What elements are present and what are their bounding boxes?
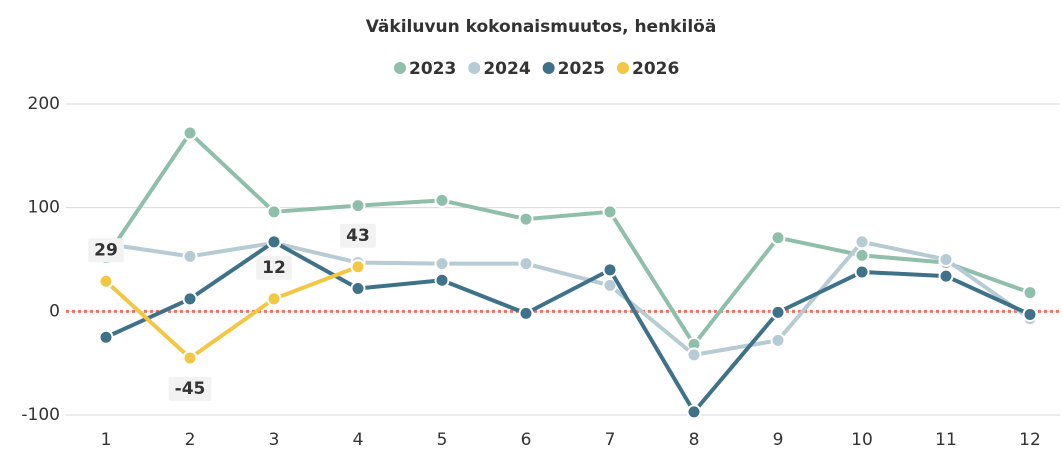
data-point (266, 234, 282, 250)
data-point (182, 291, 198, 307)
data-label-box (340, 223, 376, 248)
data-point (350, 198, 366, 214)
x-tick-label: 4 (353, 430, 364, 450)
chart-title: Väkiluvun kokonaismuutos, henkilöä (366, 17, 717, 37)
data-point (854, 247, 870, 263)
data-point (602, 262, 618, 278)
data-point (350, 281, 366, 297)
data-label-box (256, 255, 292, 280)
x-tick-label: 1 (101, 430, 112, 450)
data-label: 12 (262, 258, 286, 278)
data-point (98, 329, 114, 345)
data-point (182, 350, 198, 366)
data-point (518, 305, 534, 321)
data-point (434, 272, 450, 288)
data-label-group: 43 (340, 223, 376, 248)
data-point (686, 347, 702, 363)
data-label: -45 (175, 379, 206, 399)
x-tick-label: 8 (689, 430, 700, 450)
y-tick-label: 0 (49, 301, 60, 321)
data-point (518, 211, 534, 227)
data-point (938, 252, 954, 267)
data-point (602, 277, 618, 293)
data-point (854, 264, 870, 280)
data-point (1022, 306, 1038, 322)
legend-marker (468, 62, 481, 74)
data-label: 29 (94, 240, 118, 260)
series-line (105, 239, 1031, 414)
legend-marker (616, 62, 629, 74)
x-tick-label: 9 (773, 430, 784, 450)
data-label-group: -45 (168, 376, 212, 401)
data-point (518, 256, 534, 272)
data-label-group: 29 (88, 238, 124, 263)
x-tick-label: 5 (437, 430, 448, 450)
data-label-group: 12 (256, 255, 292, 280)
series-line (105, 239, 1032, 357)
data-point (770, 304, 786, 320)
data-label: 43 (346, 226, 370, 246)
x-tick-label: 12 (1019, 430, 1041, 450)
data-point (938, 268, 954, 284)
legend-label: 2026 (632, 59, 679, 79)
data-point (266, 291, 282, 307)
data-point (266, 204, 282, 220)
x-tick-label: 6 (521, 430, 532, 450)
legend-marker (542, 62, 555, 74)
x-tick-label: 2 (185, 430, 196, 450)
data-label-box (168, 376, 212, 401)
x-tick-label: 3 (269, 430, 280, 450)
legend-marker (394, 62, 406, 74)
data-point (98, 273, 114, 289)
y-tick-label: 100 (28, 198, 60, 218)
data-point (182, 248, 198, 264)
data-point (602, 204, 618, 220)
data-point (686, 404, 702, 420)
data-point (434, 192, 450, 208)
data-label-box (88, 238, 124, 263)
x-tick-label: 10 (851, 430, 873, 450)
legend-label: 2023 (409, 59, 456, 79)
y-tick-label: -100 (21, 405, 60, 425)
data-point (182, 125, 198, 141)
series-line (104, 131, 1031, 347)
series-line (104, 264, 359, 360)
data-point (1022, 285, 1038, 301)
data-point (350, 259, 366, 275)
data-point (770, 230, 786, 246)
legend-label: 2025 (558, 59, 605, 79)
data-point (434, 256, 450, 272)
x-tick-label: 11 (935, 430, 957, 450)
data-point (854, 234, 870, 250)
y-tick-label: 200 (28, 94, 60, 114)
x-tick-label: 7 (605, 430, 616, 450)
legend-label: 2024 (483, 59, 530, 79)
data-point (770, 332, 786, 348)
